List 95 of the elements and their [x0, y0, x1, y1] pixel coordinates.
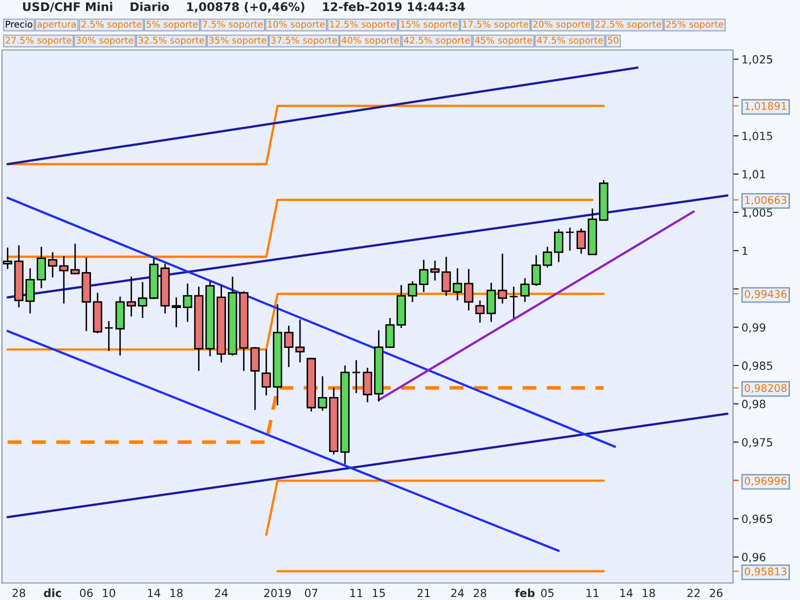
text: 45% soporte	[474, 36, 532, 46]
candlestick	[182, 282, 192, 323]
candlestick	[464, 268, 474, 312]
text: 12.5% soporte	[330, 20, 396, 30]
x-tick-label: 24	[215, 588, 228, 597]
candlestick	[172, 296, 181, 328]
x-tick-label: dic	[44, 588, 62, 598]
text: 30% soporte	[76, 36, 134, 46]
text: 47.5% soporte	[536, 36, 603, 46]
text: 7.5% soporte	[202, 20, 263, 30]
text: 42.5% soporte	[404, 36, 470, 46]
x-tick-label: 07	[304, 588, 318, 598]
candlestick	[408, 280, 418, 303]
x-tick-label: 10	[102, 588, 116, 598]
text: 2.5% soporte	[82, 20, 142, 30]
y2-tick-label: 0,98208	[744, 384, 786, 394]
candlestick	[352, 359, 361, 394]
text: 5% soporte	[146, 20, 198, 30]
candlestick	[475, 300, 485, 324]
y2-tick-label: 0,99436	[744, 290, 787, 299]
candlestick	[362, 367, 372, 403]
y2-tick-label: 0,95813	[744, 568, 786, 576]
y-tick-label: 0,99	[742, 323, 766, 333]
y2-tick-label: 0,96996	[744, 476, 787, 486]
candlestick	[295, 318, 305, 364]
x-tick-label: 06	[80, 588, 93, 598]
candlestick	[532, 254, 541, 287]
text: apertura	[37, 21, 76, 30]
candlestick	[554, 228, 564, 263]
candlestick	[25, 268, 35, 314]
x-tick-label: 05	[541, 588, 554, 598]
y-tick-label: 0,975	[742, 438, 772, 448]
x-tick-label: 2019	[264, 588, 291, 598]
x-tick-label: 24	[451, 588, 464, 597]
text: 10% soporte	[268, 20, 325, 30]
candlestick	[59, 255, 68, 304]
candlestick	[498, 253, 508, 304]
candlestick	[430, 260, 440, 282]
chart-title: USD/CHF Mini Diario 1,00878 (+0,46%) 12-feb-2019 14:44:34	[23, 2, 465, 13]
candlestick	[250, 346, 260, 411]
y-tick-label: 0,965	[742, 514, 772, 524]
candlestick	[520, 278, 530, 303]
text: 35% soporte	[209, 36, 266, 46]
candlestick	[48, 251, 58, 278]
x-tick-label: 22	[687, 588, 700, 597]
text: 37.5% soporte	[271, 36, 337, 46]
y2-tick-label: 1,00663	[745, 196, 786, 206]
text: 27.5% soporte	[6, 36, 72, 46]
candlestick	[36, 246, 46, 289]
y-tick-label: 0,985	[742, 361, 772, 372]
candlestick	[318, 376, 328, 412]
text: 40% soporte	[342, 36, 399, 46]
candlestick	[262, 348, 271, 396]
text: 32.5% soporte	[138, 36, 204, 46]
text: 50	[608, 36, 618, 44]
y-tick-label: 1	[742, 246, 748, 255]
text: 20% soporte	[533, 20, 590, 30]
x-tick-label: 18	[642, 588, 655, 598]
candlestick	[509, 286, 518, 319]
x-tick-label: 28	[12, 588, 26, 598]
candlestick	[104, 320, 114, 352]
x-tick-label: 11	[586, 588, 598, 597]
x-tick-label: 11	[350, 588, 362, 597]
y-tick-label: 1,025	[742, 55, 772, 65]
candlestick	[385, 317, 395, 349]
candlestick	[126, 276, 136, 318]
text: 15% soporte	[400, 20, 458, 30]
candlestick	[284, 324, 294, 368]
y-tick-label: 1,015	[742, 132, 772, 142]
y-tick-label: 0,96	[742, 552, 766, 562]
x-tick-label: 15	[372, 588, 385, 598]
x-tick-label: 26	[710, 588, 722, 598]
x-tick-label: 21	[417, 588, 430, 597]
x-tick-label: 14	[148, 588, 160, 597]
x-tick-label: 18	[170, 588, 183, 598]
x-tick-label: 14	[620, 588, 633, 597]
text: 25% soporte	[666, 20, 724, 30]
x-tick-label: feb	[514, 588, 535, 598]
text: 22.5% soporte	[595, 20, 662, 30]
candlestick	[576, 228, 586, 254]
candlestick	[419, 259, 428, 293]
text: Precio	[6, 20, 32, 28]
y2-tick-label: 1,01891	[745, 102, 786, 111]
y-tick-label: 1,005	[742, 208, 772, 218]
candlestick	[542, 246, 552, 268]
candlestick	[565, 226, 575, 252]
text: 17.5% soporte	[462, 20, 528, 30]
candlestick	[70, 243, 80, 276]
candlestick	[452, 268, 462, 302]
candlestick	[486, 282, 496, 323]
y-tick-label: 1,01	[742, 170, 766, 180]
y-tick-label: 0,98	[742, 400, 766, 410]
candlestick	[138, 281, 148, 319]
candlestick	[442, 256, 451, 297]
x-tick-label: 28	[474, 588, 486, 598]
